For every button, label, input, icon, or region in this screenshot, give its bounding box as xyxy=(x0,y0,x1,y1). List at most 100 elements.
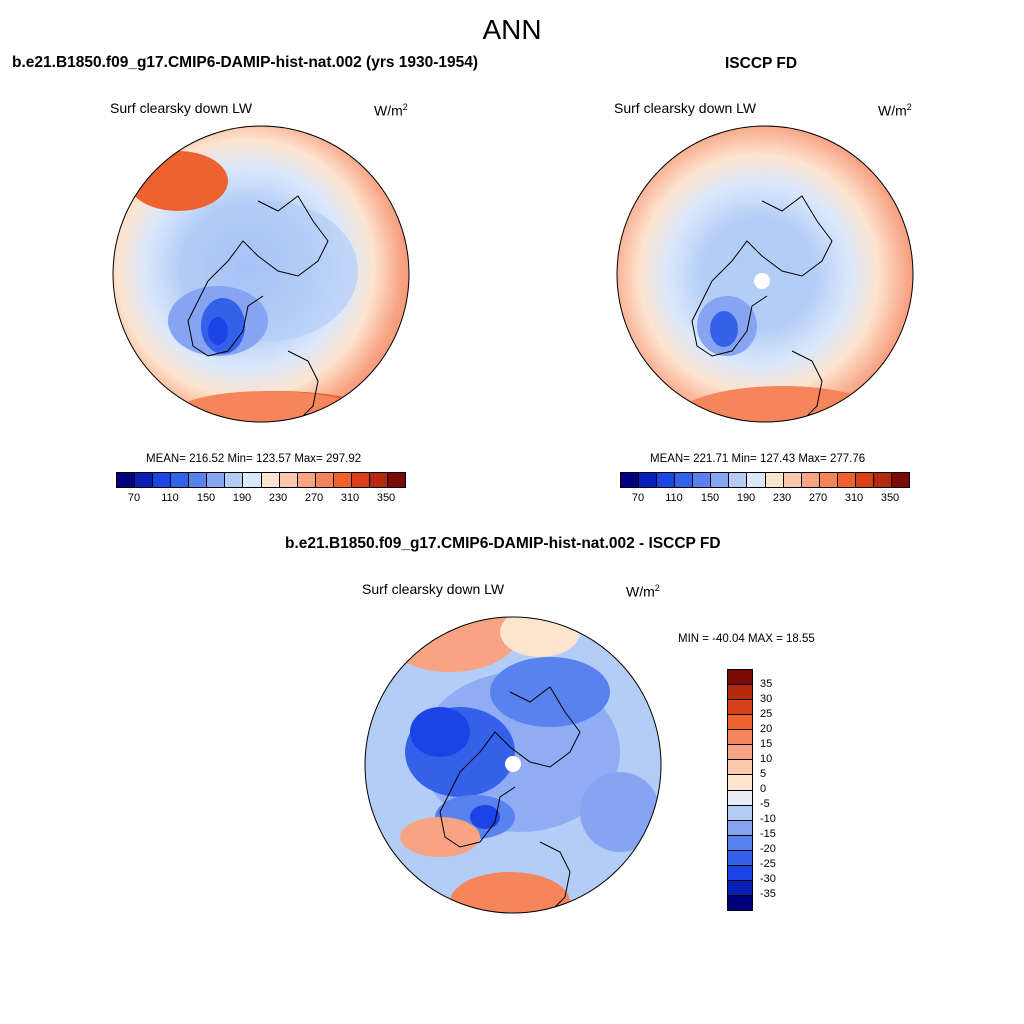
colorbar-swatch xyxy=(728,775,752,791)
colorbar-swatch xyxy=(728,835,752,851)
right-units-label: W/m2 xyxy=(878,102,912,119)
colorbar-tick-label: 350 xyxy=(880,492,900,504)
colorbar-tick-label: 150 xyxy=(196,492,216,504)
colorbar-tick-label: 310 xyxy=(340,492,360,504)
right-colorbar xyxy=(620,472,910,488)
colorbar-swatch xyxy=(728,850,752,866)
colorbar-swatch xyxy=(728,715,752,731)
colorbar-tick-label: 270 xyxy=(304,492,324,504)
colorbar-tick-label: 10 xyxy=(760,753,773,765)
season-title: ANN xyxy=(482,14,542,45)
colorbar-swatch xyxy=(728,880,752,896)
colorbar-swatch xyxy=(387,473,405,487)
right-polar-map xyxy=(616,125,914,423)
colorbar-swatch xyxy=(675,473,694,487)
right-panel-title: ISCCP FD xyxy=(725,55,798,72)
colorbar-tick-label: 5 xyxy=(760,768,767,780)
colorbar-swatch xyxy=(728,760,752,776)
diff-colorbar xyxy=(727,669,753,911)
left-colorbar-ticks: 70 110 150 190 230 270 310 350 xyxy=(116,492,404,508)
colorbar-swatch xyxy=(728,730,752,746)
colorbar-tick-label: 70 xyxy=(631,492,645,504)
colorbar-swatch xyxy=(728,790,752,806)
left-polar-map xyxy=(112,125,410,423)
colorbar-swatch xyxy=(369,473,388,487)
colorbar-tick-label: 350 xyxy=(376,492,396,504)
colorbar-swatch xyxy=(153,473,172,487)
colorbar-swatch xyxy=(621,473,640,487)
colorbar-swatch xyxy=(261,473,280,487)
colorbar-swatch xyxy=(855,473,874,487)
colorbar-swatch xyxy=(189,473,208,487)
diff-units-label: W/m2 xyxy=(626,583,660,600)
colorbar-tick-label: 230 xyxy=(772,492,792,504)
colorbar-tick-label: 230 xyxy=(268,492,288,504)
colorbar-swatch xyxy=(243,473,262,487)
colorbar-tick-label: 110 xyxy=(161,492,179,504)
colorbar-tick-label: 15 xyxy=(760,738,773,750)
colorbar-swatch xyxy=(819,473,838,487)
left-colorbar xyxy=(116,472,406,488)
colorbar-swatch xyxy=(783,473,802,487)
colorbar-swatch xyxy=(135,473,154,487)
colorbar-swatch xyxy=(117,473,136,487)
colorbar-tick-label: 35 xyxy=(760,678,773,690)
colorbar-swatch xyxy=(333,473,352,487)
colorbar-tick-label: 190 xyxy=(232,492,252,504)
diff-colorbar-ticks: 35 30 25 20 15 10 5 0 -5 -10 -15 -20 -25 -30 -35 xyxy=(760,669,800,909)
colorbar-swatch xyxy=(728,700,752,716)
colorbar-tick-label: 150 xyxy=(700,492,720,504)
colorbar-swatch xyxy=(351,473,370,487)
colorbar-swatch xyxy=(315,473,334,487)
colorbar-swatch xyxy=(728,820,752,836)
colorbar-swatch xyxy=(171,473,190,487)
right-colorbar-ticks: 70 110 150 190 230 270 310 350 xyxy=(620,492,908,508)
colorbar-tick-label: -25 xyxy=(760,858,776,870)
colorbar-swatch xyxy=(207,473,226,487)
diff-stats: MIN = -40.04 MAX = 18.55 xyxy=(678,633,815,645)
left-units-label: W/m2 xyxy=(374,102,408,119)
colorbar-tick-label: 25 xyxy=(760,708,773,720)
left-variable-label: Surf clearsky down LW xyxy=(110,100,253,116)
colorbar-swatch xyxy=(891,473,909,487)
colorbar-swatch xyxy=(837,473,856,487)
colorbar-tick-label: 310 xyxy=(844,492,864,504)
colorbar-tick-label: 270 xyxy=(808,492,828,504)
colorbar-swatch xyxy=(729,473,748,487)
colorbar-swatch xyxy=(693,473,712,487)
colorbar-swatch xyxy=(728,670,752,686)
colorbar-tick-label: 30 xyxy=(760,693,773,705)
colorbar-tick-label: -30 xyxy=(760,873,776,885)
colorbar-swatch xyxy=(747,473,766,487)
colorbar-tick-label: 0 xyxy=(760,783,767,795)
colorbar-swatch xyxy=(279,473,298,487)
colorbar-swatch xyxy=(873,473,892,487)
right-stats: MEAN= 221.71 Min= 127.43 Max= 277.76 xyxy=(650,453,866,465)
colorbar-swatch xyxy=(657,473,676,487)
diff-polar-map xyxy=(364,616,662,914)
left-panel-title: b.e21.B1850.f09_g17.CMIP6-DAMIP-hist-nat… xyxy=(12,54,479,71)
colorbar-swatch xyxy=(728,865,752,881)
left-stats: MEAN= 216.52 Min= 123.57 Max= 297.92 xyxy=(146,453,362,465)
colorbar-tick-label: -20 xyxy=(760,843,776,855)
colorbar-swatch xyxy=(728,895,752,910)
colorbar-swatch xyxy=(801,473,820,487)
colorbar-tick-label: 20 xyxy=(760,723,773,735)
colorbar-tick-label: 70 xyxy=(127,492,141,504)
colorbar-swatch xyxy=(225,473,244,487)
colorbar-swatch xyxy=(728,685,752,701)
colorbar-tick-label: -15 xyxy=(760,828,776,840)
colorbar-tick-label: -35 xyxy=(760,888,776,900)
diff-variable-label: Surf clearsky down LW xyxy=(362,581,505,597)
colorbar-tick-label: 190 xyxy=(736,492,756,504)
colorbar-swatch xyxy=(728,745,752,761)
diff-panel-title: b.e21.B1850.f09_g17.CMIP6-DAMIP-hist-nat… xyxy=(285,535,721,552)
colorbar-swatch xyxy=(765,473,784,487)
colorbar-tick-label: 110 xyxy=(665,492,683,504)
colorbar-swatch xyxy=(297,473,316,487)
right-variable-label: Surf clearsky down LW xyxy=(614,100,757,116)
colorbar-swatch xyxy=(639,473,658,487)
colorbar-swatch xyxy=(728,805,752,821)
colorbar-tick-label: -5 xyxy=(760,798,770,810)
colorbar-tick-label: -10 xyxy=(760,813,776,825)
